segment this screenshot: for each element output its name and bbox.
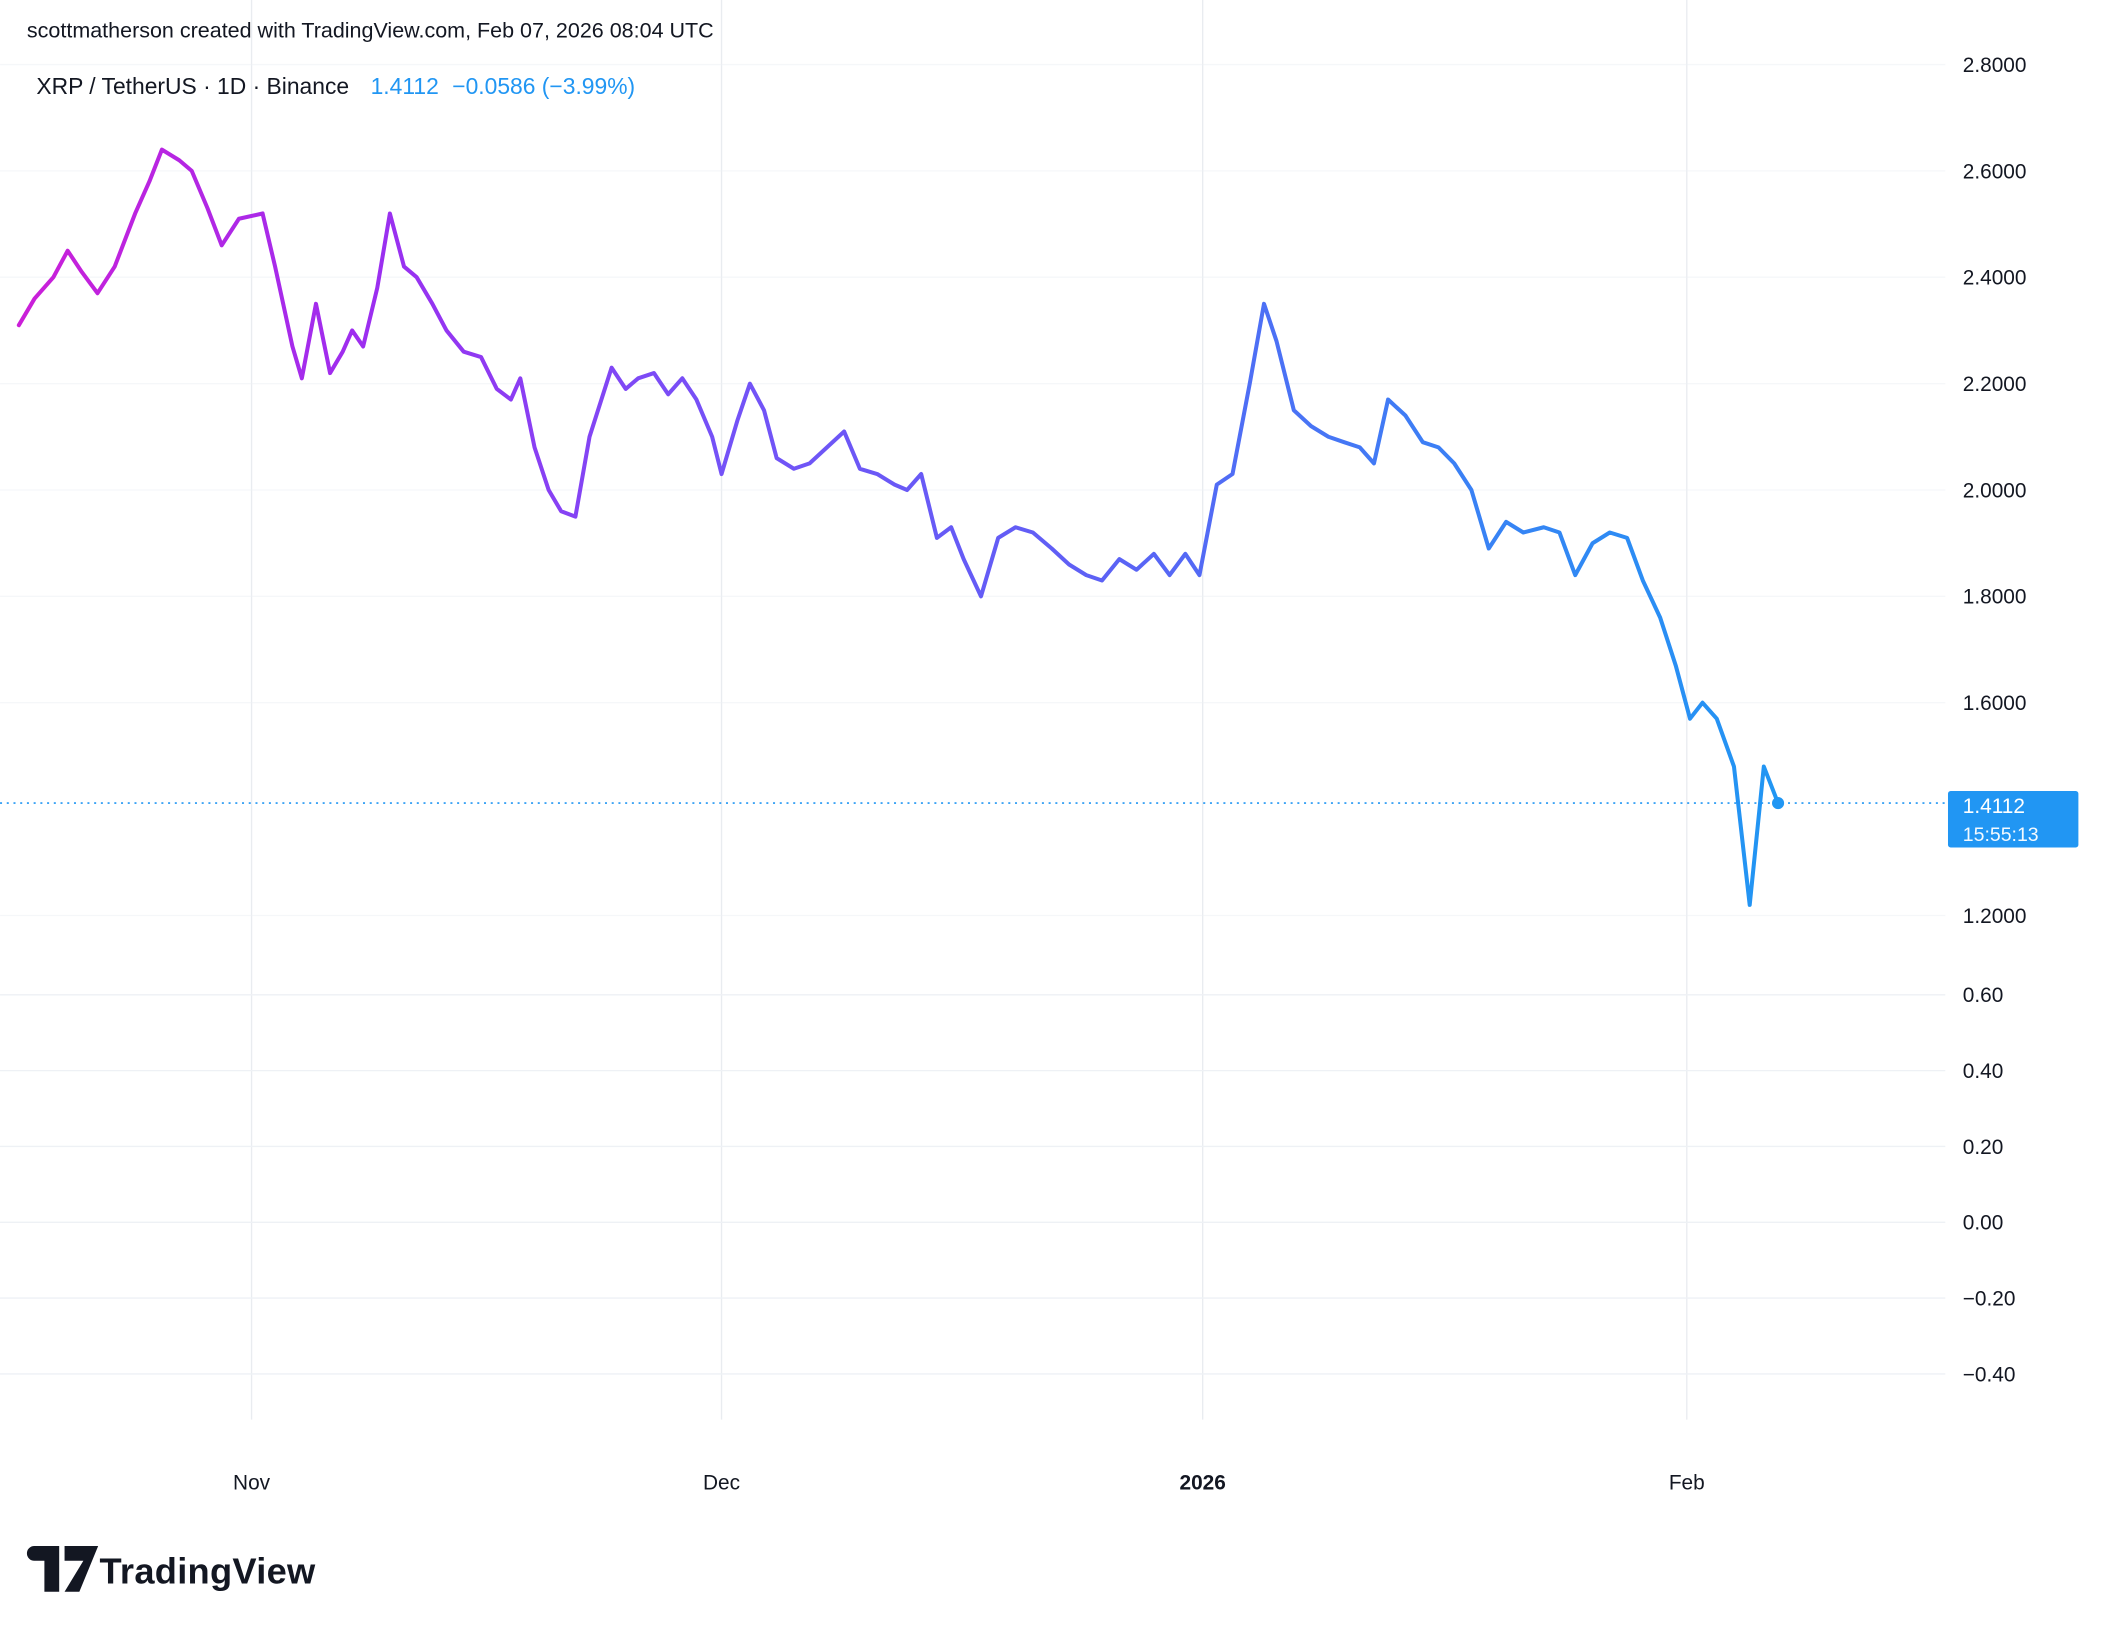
symbol-legend[interactable]: XRP / TetherUS · 1D · Binance 1.4112 −0.05… <box>36 73 635 99</box>
tradingview-logo-mark-1 <box>26 1545 60 1592</box>
price-axis-label: 1.8000 <box>1963 586 2027 609</box>
time-axis-label: Nov <box>233 1472 271 1495</box>
time-axis-label: Feb <box>1669 1472 1705 1495</box>
last-price-value: 1.4112 <box>1963 795 2025 818</box>
price-axis-label: 2.8000 <box>1963 54 2027 77</box>
price-axis-label: 2.6000 <box>1963 160 2027 183</box>
price-axis-label: 1.2000 <box>1963 905 2027 928</box>
price-axis-label: 2.0000 <box>1963 479 2027 502</box>
tradingview-logo[interactable] <box>26 1545 99 1592</box>
legend-change: −0.0586 (−3.99%) <box>452 73 635 99</box>
lower-axis-label: 0.00 <box>1963 1212 2004 1235</box>
tradingview-wordmark[interactable]: TradingView <box>100 1551 317 1592</box>
last-price-marker <box>1772 797 1785 810</box>
price-axis-label: 2.4000 <box>1963 267 2027 290</box>
time-axis[interactable]: Nov Dec 2026 Feb <box>233 1472 1705 1495</box>
price-axis[interactable]: 2.8000 2.6000 2.4000 2.2000 2.0000 1.8000 1.60… <box>1963 54 2027 1386</box>
symbol-title[interactable]: XRP / TetherUS · 1D · Binance <box>36 73 349 99</box>
tradingview-logo-mark-7 <box>64 1545 99 1592</box>
lower-axis-label: −0.20 <box>1963 1287 2016 1310</box>
legend-last-price: 1.4112 <box>371 73 439 99</box>
lower-axis-label: 0.60 <box>1963 984 2004 1007</box>
bar-countdown: 15:55:13 <box>1963 824 2039 846</box>
lower-axis-label: 0.40 <box>1963 1060 2004 1083</box>
price-axis-label: 1.6000 <box>1963 692 2027 715</box>
attribution-text: scottmatherson created with TradingView.… <box>27 19 714 43</box>
chart-grid <box>0 0 1946 1420</box>
price-line[interactable] <box>16 147 1781 907</box>
time-axis-label: Dec <box>703 1472 740 1495</box>
lower-axis-label: −0.40 <box>1963 1363 2016 1386</box>
price-series <box>0 147 1946 907</box>
time-axis-label: 2026 <box>1180 1472 1226 1495</box>
price-axis-label: 2.2000 <box>1963 373 2027 396</box>
last-price-label-bg <box>1947 791 2079 848</box>
lower-axis-label: 0.20 <box>1963 1136 2004 1159</box>
last-price-label: 1.4112 15:55:13 <box>1947 791 2079 848</box>
